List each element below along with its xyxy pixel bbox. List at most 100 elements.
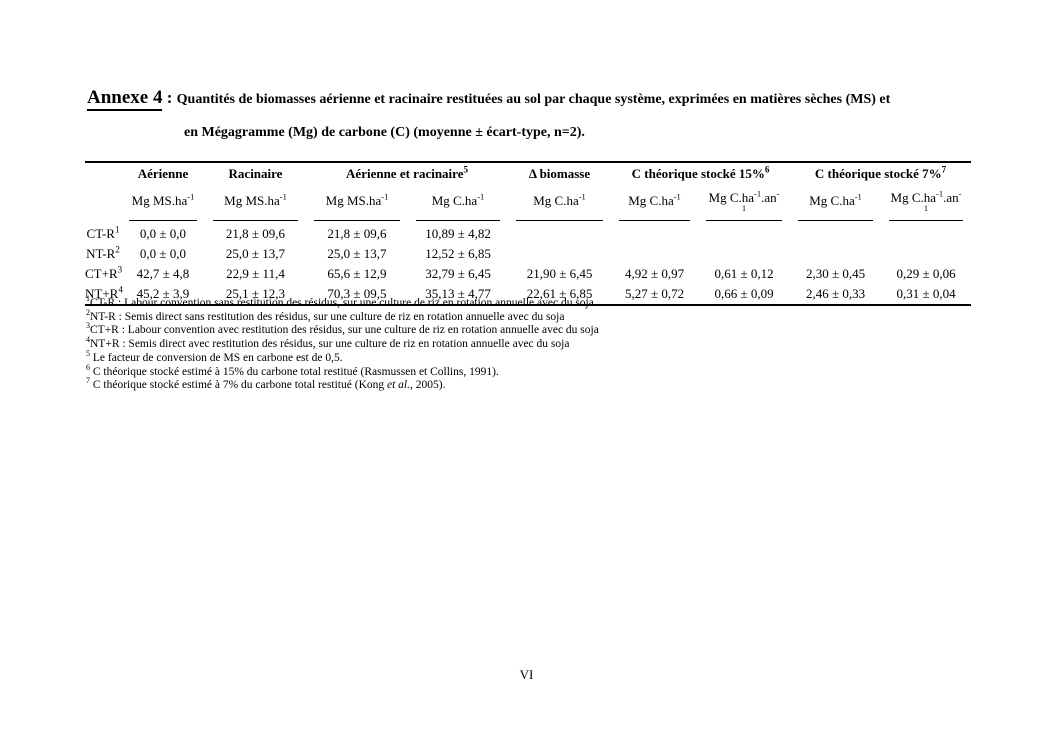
- unit-text: Mg C.ha: [890, 190, 937, 205]
- row-label: NT-R2: [85, 244, 121, 264]
- unit-exponent: -1: [279, 191, 287, 202]
- footnote-marker: 2: [86, 307, 90, 317]
- row-footnote-ref: 3: [117, 264, 123, 275]
- group-label: C théorique stocké 15%: [631, 166, 765, 181]
- unit-text-tail: .an: [761, 190, 777, 205]
- unit-exponent: -1: [187, 191, 195, 202]
- data-table: Aérienne Racinaire Aérienne et racinaire…: [85, 163, 971, 304]
- table-row-ct-r: CT-R1 0,0 ± 0,0 21,8 ± 09,6 21,8 ± 09,6 …: [85, 224, 971, 244]
- cell: 0,66 ± 0,09: [714, 286, 774, 301]
- unit-cell: Mg MS.ha-1: [205, 185, 306, 224]
- cell: 45,2 ± 3,9: [136, 286, 190, 301]
- row-label-text: CT-R: [86, 226, 115, 241]
- cell: 0,61 ± 0,12: [714, 266, 774, 281]
- cell: 22,9 ± 11,4: [226, 266, 285, 281]
- footnote-2: 2NT-R : Semis direct sans restitution de…: [86, 307, 986, 325]
- cell: [790, 224, 881, 244]
- col-group-aerienne-et-racinaire: Aérienne et racinaire5: [306, 163, 508, 185]
- row-label-text: CT+R: [85, 266, 118, 281]
- cell: 42,7 ± 4,8: [136, 266, 190, 281]
- unit-cell: Mg MS.ha-1: [121, 185, 205, 224]
- footnote-5: 5 Le facteur de conversion de MS en carb…: [86, 348, 986, 366]
- unit-cell: Mg C.ha-1: [508, 185, 611, 224]
- cell: 0,29 ± 0,06: [896, 266, 956, 281]
- unit-exponent2: -: [958, 188, 962, 199]
- unit-text: Mg MS.ha: [224, 193, 280, 208]
- unit-exponent: -1: [936, 188, 944, 199]
- unit-cell: Mg C.ha-1: [611, 185, 698, 224]
- footnote-marker: 5: [86, 348, 90, 358]
- annex-title-line1: Quantités de biomasses aérienne et racin…: [176, 92, 891, 107]
- footnote-marker: 1: [86, 294, 90, 304]
- biomass-table: Aérienne Racinaire Aérienne et racinaire…: [85, 161, 971, 306]
- table-row-nt-plus-r: NT+R4 45,2 ± 3,9 25,1 ± 12,3 70,3 ± 09,5…: [85, 284, 971, 304]
- unit-exponent: -1: [578, 191, 586, 202]
- col-group-aerienne: Aérienne: [121, 163, 205, 185]
- footnote-text: NT+R : Semis direct avec restitution des…: [90, 338, 570, 351]
- cell: 4,92 ± 0,97: [624, 266, 685, 281]
- footnote-italic: et al.: [387, 379, 410, 392]
- row-label: CT-R1: [85, 224, 121, 244]
- row-label: NT+R4: [85, 284, 123, 304]
- col-group-delta-biomasse: Δ biomasse: [508, 163, 611, 185]
- unit-text: Mg C.ha: [431, 193, 478, 208]
- group-label: Racinaire: [228, 166, 283, 181]
- unit-exponent: -1: [754, 188, 762, 199]
- cell: 12,52 ± 6,85: [425, 246, 491, 261]
- cell: 70,3 ± 09,5: [327, 286, 387, 301]
- table-group-header-row: Aérienne Racinaire Aérienne et racinaire…: [85, 163, 971, 185]
- cell: [790, 244, 881, 264]
- group-label: Aérienne et racinaire: [346, 166, 464, 181]
- footnote-text: CT-R : Labour convention sans restitutio…: [90, 297, 594, 309]
- cell: 0,31 ± 0,04: [896, 286, 956, 301]
- row-footnote-ref: 4: [118, 284, 123, 295]
- cell: 65,6 ± 12,9: [327, 266, 387, 281]
- cell: 2,46 ± 0,33: [805, 286, 866, 301]
- unit-cell: Mg C.ha-1.an- 1: [881, 185, 971, 224]
- cell: 25,0 ± 13,7: [225, 246, 286, 261]
- unit-cell: Mg C.ha-1.an- 1: [698, 185, 790, 224]
- cell: 0,0 ± 0,0: [139, 246, 187, 261]
- unit-cell: Mg C.ha-1: [790, 185, 881, 224]
- footnote-text: C théorique stocké estimé à 7% du carbon…: [90, 379, 387, 392]
- row-label: CT+R3: [85, 264, 123, 284]
- cell: 21,8 ± 09,6: [225, 226, 286, 241]
- unit-cell: Mg MS.ha-1: [306, 185, 408, 224]
- cell: 32,79 ± 6,45: [425, 266, 491, 281]
- footnote-6: 6 C théorique stocké estimé à 15% du car…: [86, 362, 986, 380]
- cell: 35,13 ± 4,77: [425, 286, 491, 301]
- cell: 21,90 ± 6,45: [526, 266, 593, 281]
- cell: 5,27 ± 0,72: [624, 286, 685, 301]
- group-label: C théorique stocké 7%: [814, 166, 942, 181]
- cell: 22,61 ± 6,85: [526, 286, 593, 301]
- footnote-marker: 6: [86, 362, 90, 372]
- cell: [881, 224, 971, 244]
- unit-cell: Mg C.ha-1: [408, 185, 508, 224]
- unit-exponent: -1: [381, 191, 389, 202]
- cell: [611, 224, 698, 244]
- footnotes-block: 1CT-R : Labour convention sans restituti…: [86, 294, 986, 393]
- row-footnote-ref: 1: [114, 224, 120, 235]
- cell: [881, 244, 971, 264]
- unit-wrap-digit: 1: [923, 203, 929, 213]
- unit-text: Mg MS.ha: [131, 193, 188, 208]
- footnote-text: CT+R : Labour convention avec restitutio…: [90, 324, 599, 337]
- table-row-nt-r: NT-R2 0,0 ± 0,0 25,0 ± 13,7 25,0 ± 13,7 …: [85, 244, 971, 264]
- annex-title: Annexe 4 : Quantités de biomasses aérien…: [87, 86, 972, 144]
- footnote-3: 3CT+R : Labour convention avec restituti…: [86, 322, 986, 338]
- group-footnote-ref: 7: [941, 164, 947, 175]
- footnote-7: 7 C théorique stocké estimé à 7% du carb…: [86, 377, 986, 393]
- cell: 25,1 ± 12,3: [225, 286, 286, 301]
- row-label-text: NT+R: [85, 286, 119, 301]
- cell: [508, 224, 611, 244]
- table-row-ct-plus-r: CT+R3 42,7 ± 4,8 22,9 ± 11,4 65,6 ± 12,9…: [85, 264, 971, 284]
- unit-exponent: -1: [477, 191, 485, 202]
- cell: [698, 224, 790, 244]
- cell: 21,8 ± 09,6: [327, 226, 387, 241]
- annex-label: Annexe 4: [87, 87, 163, 111]
- cell: 10,89 ± 4,82: [425, 226, 491, 241]
- unit-text: Mg C.ha: [708, 190, 755, 205]
- unit-wrap-digit: 1: [741, 203, 747, 213]
- unit-exponent: -1: [854, 191, 862, 202]
- footnote-text: NT-R : Semis direct sans restitution des…: [90, 310, 565, 323]
